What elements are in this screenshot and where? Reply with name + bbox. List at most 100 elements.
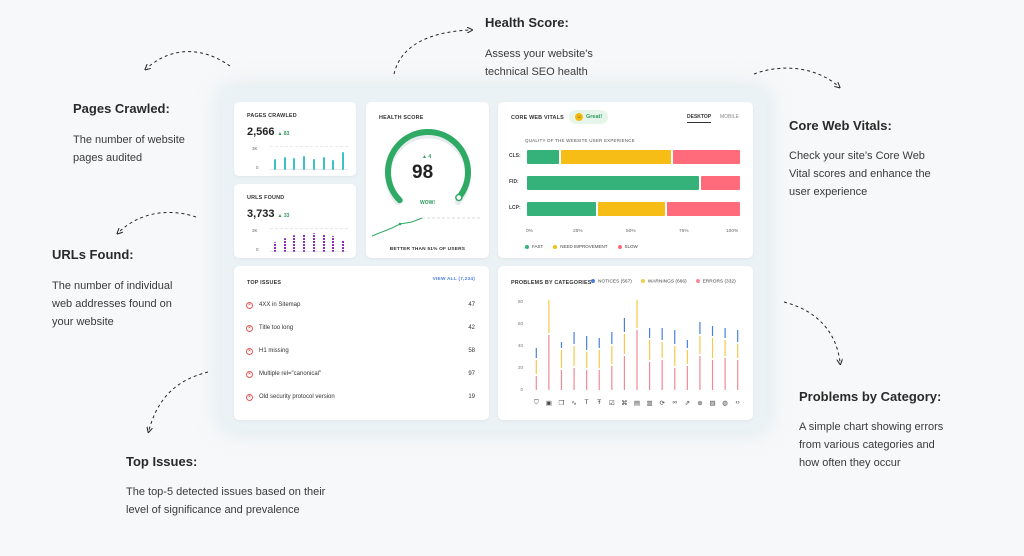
issue-name: Title too long bbox=[259, 325, 294, 331]
cwv-subtitle: QUALITY OF THE WEBSITE USER EXPERIENCE bbox=[525, 138, 635, 143]
pages-crawled-y-bottom: 0 bbox=[256, 165, 259, 170]
gauge-knob bbox=[455, 193, 463, 202]
cwv-segment-need bbox=[597, 202, 665, 216]
cwv-tick-label: 25% bbox=[573, 229, 583, 234]
brackets-icon: ‹› bbox=[735, 399, 740, 406]
view-all-link[interactable]: VIEW ALL (7,234) bbox=[432, 277, 475, 282]
cwv-label: CORE WEB VITALS bbox=[511, 115, 564, 121]
legend-slow-dot bbox=[617, 244, 622, 249]
issue-count: 42 bbox=[468, 325, 475, 331]
cwv-row-label: CLS: bbox=[509, 153, 521, 159]
health-score-label: HEALTH SCORE bbox=[379, 115, 424, 121]
issue-row[interactable]: × 4XX in Sitemap 47 bbox=[246, 300, 475, 310]
sparkline-bar bbox=[312, 159, 315, 170]
cwv-segment-need bbox=[561, 150, 672, 164]
annotation-urls-found-title: URLs Found: bbox=[52, 247, 134, 262]
problems-legend: NOTICES (567) WARNINGS (666) ERRORS (332… bbox=[591, 279, 736, 284]
error-x-icon: × bbox=[246, 324, 253, 332]
legend-notices-label: NOTICES (567) bbox=[598, 279, 632, 285]
cwv-bars: CLS: FID: LCP: bbox=[509, 150, 744, 220]
pages-crawled-card[interactable]: PAGES CRAWLED 2,566 ▲ 83 3K 0 bbox=[234, 102, 356, 176]
issue-name: 4XX in Sitemap bbox=[259, 302, 301, 308]
sparkline-bar bbox=[322, 234, 325, 252]
arrow-line bbox=[783, 301, 840, 362]
sparkline-topline bbox=[270, 146, 348, 147]
annotation-line: level of significance and prevalence bbox=[126, 504, 300, 516]
link-icon: ∞ bbox=[672, 399, 678, 406]
code-icon: ⌘ bbox=[621, 400, 628, 407]
annotation-line: your website bbox=[52, 316, 114, 328]
issue-count: 97 bbox=[468, 371, 475, 377]
top-issues-card[interactable]: TOP ISSUES VIEW ALL (7,234) × 4XX in Site… bbox=[234, 266, 489, 420]
urls-found-card[interactable]: URLS FOUND 3,733 ▲ 33 3K 0 bbox=[234, 184, 356, 258]
gauge-fill bbox=[385, 129, 471, 204]
font-icon: Ŧ bbox=[597, 399, 602, 406]
globe-icon: ⊕ bbox=[697, 400, 703, 407]
sparkline-bar bbox=[273, 242, 276, 252]
legend-fast-dot bbox=[525, 244, 529, 249]
error-x-icon: × bbox=[246, 393, 253, 401]
text-icon: T bbox=[584, 399, 589, 406]
external-link-icon: ⇗ bbox=[684, 400, 691, 407]
sparkline-bar bbox=[293, 235, 296, 252]
shield-icon: ⛉ bbox=[533, 399, 539, 406]
problems-card[interactable]: PROBLEMS BY CATEGORIES NOTICES (567) WAR… bbox=[498, 266, 753, 420]
issue-row[interactable]: × Multiple rel="canonical" 97 bbox=[246, 369, 475, 379]
arrow-line bbox=[147, 51, 231, 68]
pulse-icon: ∿ bbox=[571, 400, 577, 407]
legend-need-dot bbox=[553, 244, 558, 249]
cwv-x-axis: 0% 25% 50% 75% 100% bbox=[526, 229, 741, 237]
annotation-problems-title: Problems by Category: bbox=[799, 389, 942, 404]
trend-point bbox=[398, 222, 402, 226]
arrow-line bbox=[119, 211, 197, 232]
urls-found-label: URLS FOUND bbox=[247, 195, 285, 201]
cwv-segment-fast bbox=[527, 176, 700, 190]
error-x-icon: × bbox=[246, 347, 253, 355]
tab-desktop[interactable]: DESKTOP bbox=[687, 114, 712, 123]
annotation-line: The number of individual bbox=[52, 280, 173, 292]
sparkline-bar bbox=[293, 158, 296, 170]
issue-row[interactable]: × Title too long 42 bbox=[246, 323, 475, 333]
sparkline-bar bbox=[332, 160, 335, 170]
annotation-line: web addresses found on bbox=[52, 298, 172, 310]
image-broken-icon: ▨ bbox=[709, 400, 716, 407]
annotation-top-issues-title: Top Issues: bbox=[126, 454, 198, 469]
pages-crawled-y-top: 3K bbox=[252, 146, 258, 151]
issue-count: 19 bbox=[468, 394, 475, 400]
annotation-health-score-desc: Assess your website's technical SEO heal… bbox=[485, 45, 593, 81]
core-web-vitals-card[interactable]: CORE WEB VITALS ☺ Great! DESKTOP MOBILE … bbox=[498, 102, 753, 258]
sparkline-bar bbox=[273, 159, 276, 170]
cwv-badge: ☺ Great! bbox=[569, 110, 609, 124]
cwv-tick-label: 100% bbox=[726, 229, 739, 234]
legend-fast: FAST bbox=[525, 244, 543, 249]
sparkline-topline bbox=[270, 228, 348, 229]
cwv-segment-slow bbox=[666, 202, 740, 216]
issue-row[interactable]: × H1 missing 58 bbox=[246, 346, 475, 356]
sparkline-bar bbox=[342, 240, 345, 252]
issue-row[interactable]: × Old security protocol version 19 bbox=[246, 392, 475, 402]
smile-icon: ☺ bbox=[575, 113, 583, 121]
annotation-line: technical SEO health bbox=[485, 66, 588, 78]
pages-crawled-delta: ▲ 83 bbox=[277, 131, 290, 137]
urls-found-delta: ▲ 33 bbox=[277, 213, 290, 219]
health-score-card[interactable]: HEALTH SCORE ▲ 4 98 WOW! BETTER THAN 51%… bbox=[366, 102, 489, 258]
tab-mobile[interactable]: MOBILE bbox=[720, 114, 739, 120]
sparkline-bar bbox=[283, 157, 286, 170]
arrow-line bbox=[753, 67, 838, 86]
urls-found-y-top: 3K bbox=[252, 228, 258, 233]
image-icon: ▣ bbox=[545, 400, 552, 407]
annotation-line: Assess your website's bbox=[485, 48, 593, 60]
cwv-tick-label: 0% bbox=[526, 229, 533, 234]
problems-y-axis: 80 60 40 20 0 bbox=[511, 299, 523, 394]
problems-chart bbox=[535, 300, 739, 390]
legend-errors-label: ERRORS (332) bbox=[702, 279, 736, 285]
legend-warnings: WARNINGS (666) bbox=[640, 279, 687, 284]
urls-found-value: 3,733 bbox=[247, 208, 275, 220]
globe-alt-icon: ◍ bbox=[722, 400, 728, 407]
sparkline-bar bbox=[283, 238, 286, 252]
problems-y-tick: 80 bbox=[517, 299, 523, 304]
legend-slow: SLOW bbox=[617, 244, 638, 249]
health-score-value: 98 bbox=[412, 162, 434, 183]
issue-name: H1 missing bbox=[259, 348, 289, 354]
issue-count: 58 bbox=[468, 348, 475, 354]
